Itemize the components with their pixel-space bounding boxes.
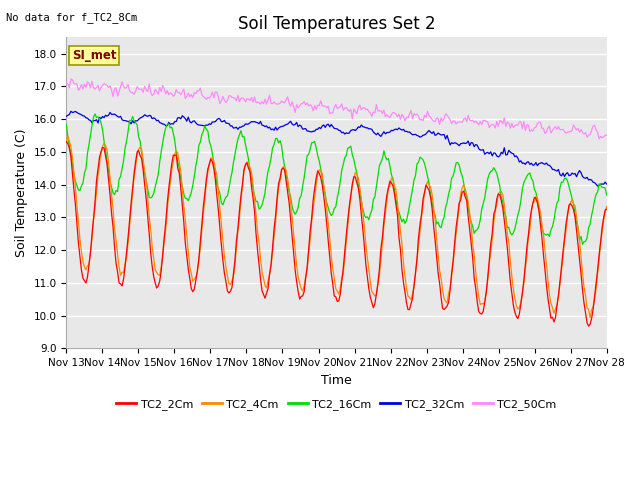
Legend: TC2_2Cm, TC2_4Cm, TC2_16Cm, TC2_32Cm, TC2_50Cm: TC2_2Cm, TC2_4Cm, TC2_16Cm, TC2_32Cm, TC… [112,395,561,414]
Text: SI_met: SI_met [72,49,116,62]
Text: No data for f_TC2_8Cm: No data for f_TC2_8Cm [6,12,138,23]
X-axis label: Time: Time [321,373,352,387]
Y-axis label: Soil Temperature (C): Soil Temperature (C) [15,129,28,257]
Title: Soil Temperatures Set 2: Soil Temperatures Set 2 [237,15,435,33]
